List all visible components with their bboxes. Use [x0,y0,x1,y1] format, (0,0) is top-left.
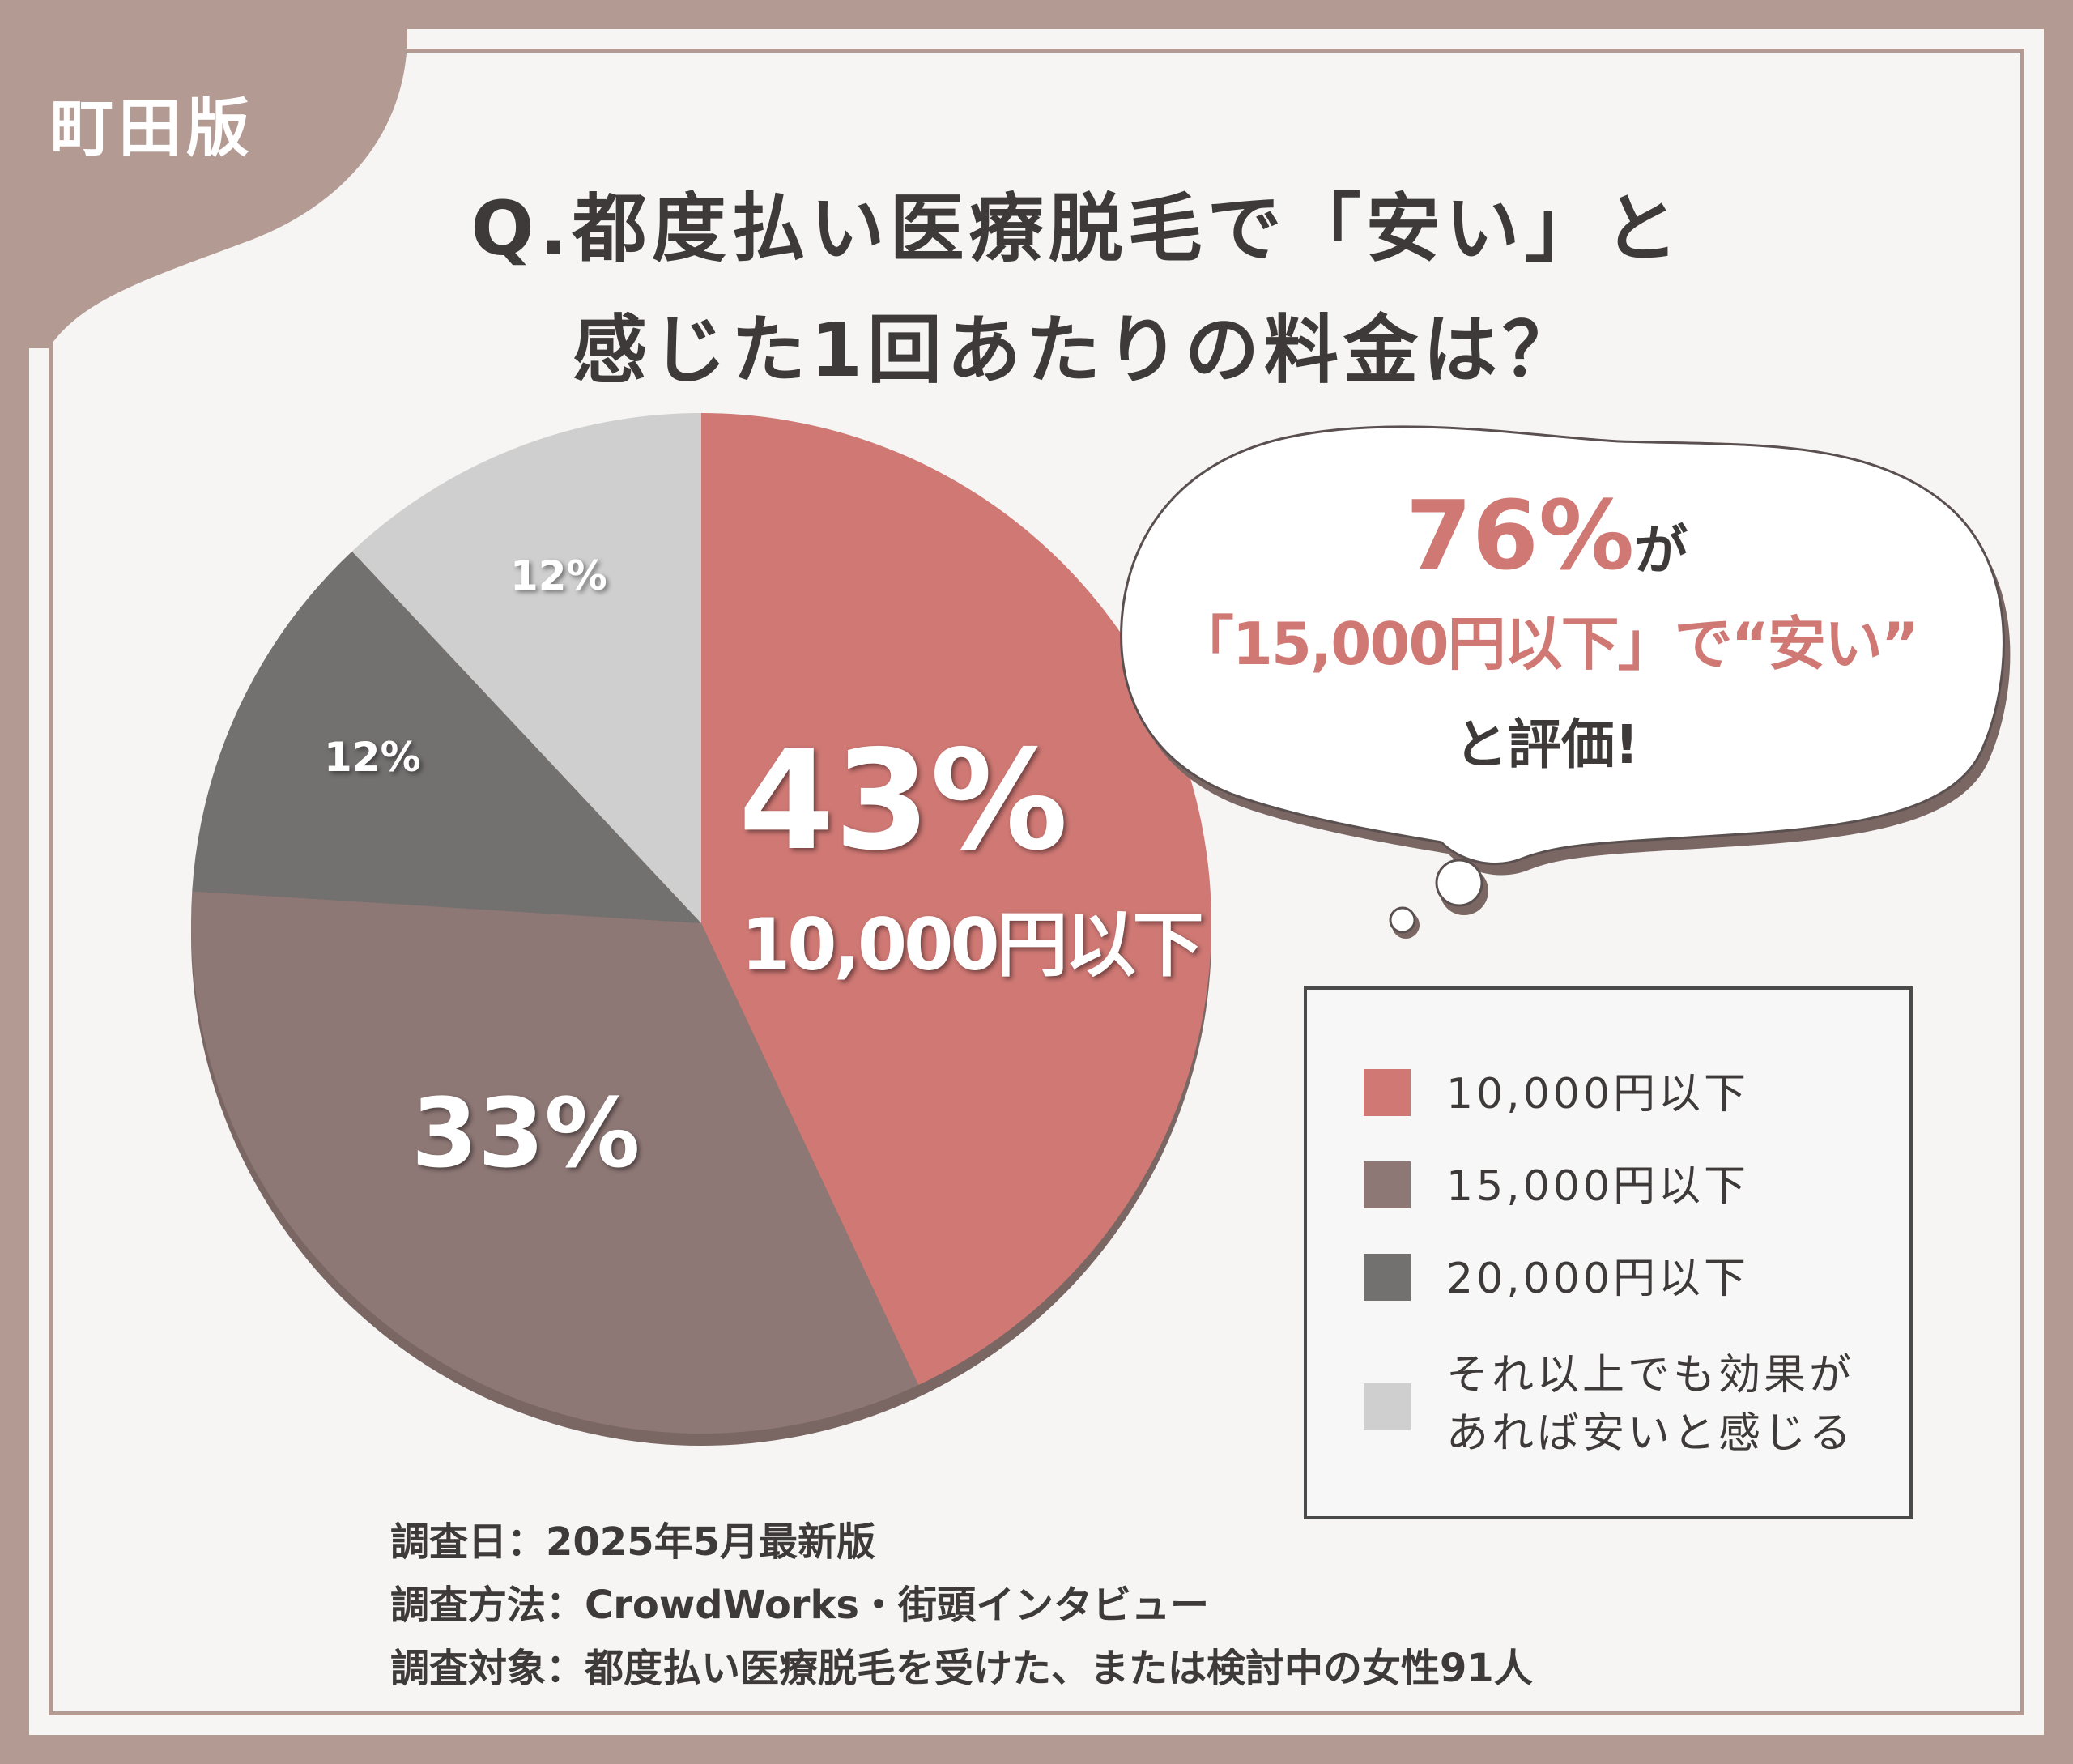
legend-label: 20,000円以下 [1446,1255,1749,1303]
pie-slice-other [351,413,701,923]
title-line-2: 感じた1回あたりの料金は？ [572,307,1581,394]
page-title: Q.都度払い医療脱毛で「安い」と 感じた1回あたりの料金は？ [243,168,1911,411]
legend-label-line-1: それ以上でも効果が [1446,1351,1855,1400]
legend-swatch [1364,1383,1411,1430]
legend-item-20000: 20,000円以下 [1364,1254,1749,1304]
callout-quote: 「15,000円以下」で“安い” [1175,610,1919,678]
callout-ga: が [1634,519,1688,582]
legend-swatch [1364,1161,1411,1208]
legend-swatch [1364,1069,1411,1116]
survey-target: 調査対象：都度払い医療脱毛を受けた、または検討中の女性91人 [390,1646,1533,1691]
survey-date: 調査日：2025年5月最新版 [390,1519,875,1565]
fourth-slice-percent: 12% [510,552,607,599]
legend-swatch [1364,1254,1411,1301]
pie-slice-15000 [190,891,919,1434]
pie-slice-10000 [701,413,1211,1386]
legend-item-15000: 15,000円以下 [1364,1161,1749,1212]
legend-item-other: それ以上でも効果が あれば安いと感じる [1364,1346,1854,1463]
corner-badge [0,0,408,348]
legend-label-line-2: あれば安いと感じる [1446,1409,1855,1458]
survey-method: 調査方法：CrowdWorks・街頭インタビュー [390,1583,1209,1628]
main-slice-percent: 43% [739,721,1068,881]
callout-percent: 76% [1405,479,1635,591]
legend-item-10000: 10,000円以下 [1364,1069,1749,1119]
chart-legend: 10,000円以下 15,000円以下 20,000円以下 それ以上でも効果が … [1304,986,1913,1519]
third-slice-percent: 12% [324,734,421,781]
second-slice-percent: 33% [411,1077,641,1189]
callout-line-1: 76%が [1134,479,1960,591]
title-line-1: Q.都度払い医療脱毛で「安い」と [470,185,1684,272]
inner-frame [49,49,2024,1715]
pie-slice-20000 [192,551,701,923]
callout-tail: と評価! [1454,714,1640,776]
legend-label: 15,000円以下 [1446,1162,1749,1211]
legend-label: 10,000円以下 [1446,1070,1749,1118]
main-slice-caption: 10,000円以下 [741,903,1204,986]
badge-label: 町田版 [50,92,255,165]
legend-label: それ以上でも効果が あれば安いと感じる [1446,1346,1854,1463]
